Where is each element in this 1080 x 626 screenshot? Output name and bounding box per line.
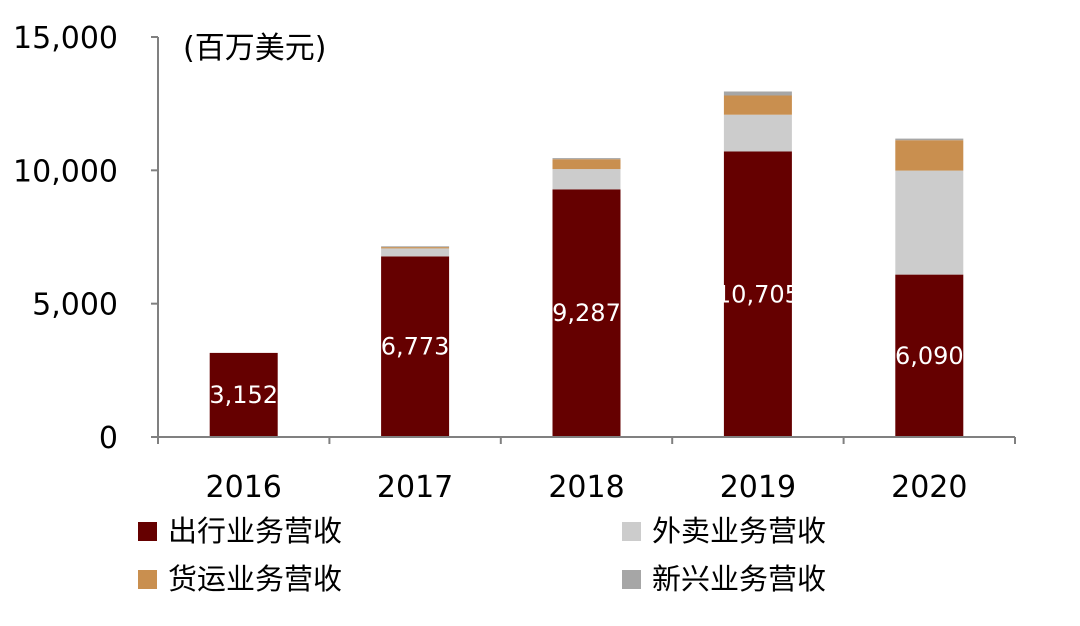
bar-2017-series-3 [381, 246, 450, 248]
y-tick-label: 10,000 [13, 154, 118, 189]
legend-label: 新兴业务营收 [652, 562, 826, 596]
legend-swatch [622, 522, 641, 541]
legend-swatch [138, 522, 157, 541]
legend-item-0: 出行业务营收 [138, 514, 342, 548]
bar-2018-series-0 [552, 189, 621, 437]
axes-layer [151, 36, 1016, 444]
bar-2019-series-1 [723, 114, 792, 152]
y-tick-label: 0 [99, 421, 118, 456]
bar-2019-series-0 [723, 151, 792, 437]
bar-2018-series-2 [552, 159, 621, 170]
legend-label: 出行业务营收 [168, 514, 342, 548]
x-tick-label-2018: 2018 [548, 470, 624, 505]
bar-2020-series-0 [895, 274, 964, 437]
y-tick-label: 5,000 [32, 288, 118, 323]
bar-2020-series-3 [895, 138, 964, 141]
legend-item-2: 货运业务营收 [138, 562, 342, 596]
bar-2020-series-2 [895, 140, 964, 171]
data-label-2018: 9,287 [552, 299, 621, 327]
bar-2020-series-1 [895, 170, 964, 275]
bar-2019-series-3 [723, 91, 792, 96]
data-label-2020: 6,090 [895, 342, 964, 370]
data-label-2017: 6,773 [381, 333, 450, 361]
bar-2016-series-0 [209, 352, 278, 437]
unit-label: (百万美元) [183, 31, 326, 66]
legend-label: 外卖业务营收 [652, 514, 826, 548]
legend-item-3: 新兴业务营收 [622, 562, 826, 596]
data-label-2019: 10,705 [716, 280, 800, 308]
y-tick-label: 15,000 [13, 21, 118, 56]
x-category-labels: 2016 2017 2018 2019 2020 [206, 470, 968, 505]
x-tick-label-2016: 2016 [206, 470, 282, 505]
x-tick-label-2019: 2019 [720, 470, 796, 505]
legend-label: 货运业务营收 [168, 562, 342, 596]
bars-layer [209, 91, 964, 437]
bar-2017-series-0 [381, 256, 450, 437]
bar-2018-series-1 [552, 169, 621, 190]
bar-2017-series-2 [381, 247, 450, 249]
bar-2019-series-2 [723, 95, 792, 115]
y-tick-labels: 0 5,000 10,000 15,000 [13, 21, 118, 456]
data-labels-layer: 3,152 6,773 9,287 10,705 6,090 [209, 280, 963, 409]
bar-2018-series-3 [552, 158, 621, 160]
x-tick-label-2017: 2017 [377, 470, 453, 505]
bar-2017-series-1 [381, 248, 450, 257]
legend-swatch [138, 570, 157, 589]
x-tick-label-2020: 2020 [891, 470, 967, 505]
legend-item-1: 外卖业务营收 [622, 514, 826, 548]
data-label-2016: 3,152 [209, 381, 278, 409]
legend-swatch [622, 570, 641, 589]
